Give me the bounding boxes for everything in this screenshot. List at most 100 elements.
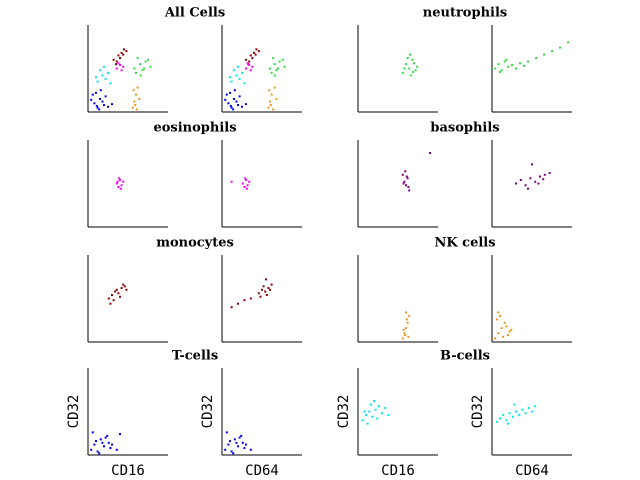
point [115,63,117,66]
point [118,177,121,180]
point [139,74,142,77]
point [245,179,247,182]
panel-title: basophils [430,121,499,136]
point [499,70,501,73]
point [275,69,278,72]
point [403,67,406,70]
point [227,102,230,105]
point [230,306,233,309]
point [248,180,251,183]
point [144,60,147,63]
point [232,452,235,455]
point [361,419,364,422]
point [531,163,533,166]
panel-title: eosinophils [153,121,236,136]
point [134,104,137,107]
point [409,53,411,56]
point [503,321,506,324]
point [233,97,235,100]
point [115,448,118,451]
point [117,62,120,65]
point [149,65,152,68]
point [91,93,94,96]
point [416,65,419,68]
point [230,80,233,83]
point [95,76,97,79]
point [232,108,235,111]
point [101,441,104,444]
point [123,48,125,51]
x-axis-label: CD64 [245,463,279,479]
point [507,334,509,337]
point [135,71,137,74]
point [527,407,530,410]
point [99,438,102,441]
point [229,440,231,443]
panel-title: monocytes [156,236,234,251]
point [246,184,249,187]
point [237,104,239,107]
y-axis-label: CD32 [200,395,216,429]
point [402,182,405,185]
point [268,89,271,92]
point [534,180,537,183]
point [125,288,128,291]
point [542,178,545,181]
point [270,71,273,74]
point [244,177,247,180]
point [543,53,545,56]
point [233,69,235,72]
point [120,287,123,290]
point [243,447,246,450]
point [123,285,126,288]
point [116,180,119,183]
point [245,67,247,70]
point [103,65,105,68]
point [261,288,263,291]
point [523,64,525,67]
point [377,405,380,408]
point [90,448,93,451]
point [235,441,238,444]
point [499,314,501,317]
point [527,60,529,63]
point [408,189,411,192]
point [515,410,517,413]
point [507,422,509,425]
point [406,321,409,324]
point [99,97,101,100]
point [494,337,497,340]
point [548,172,551,175]
point [405,311,407,314]
point [95,440,97,443]
point [281,58,284,61]
point [267,106,270,109]
point [119,179,121,182]
point [505,325,508,328]
point [405,175,408,178]
point [406,57,409,60]
point [408,67,411,70]
point [494,67,497,70]
point [270,283,273,286]
point [117,54,120,57]
point [122,53,125,56]
x-axis-label: CD64 [515,463,549,479]
point [269,67,271,70]
point [510,328,513,331]
point [277,67,279,70]
point [139,63,141,66]
point [567,41,569,44]
point [405,318,408,321]
point [120,69,123,72]
point [120,51,123,54]
point [259,295,262,298]
panel-title: B-cells [440,349,490,364]
y-axis-label: CD32 [470,395,486,429]
point [131,106,134,109]
point [245,187,248,190]
panel-title: neutrophils [423,6,507,21]
point [505,419,508,422]
x-axis-label: CD16 [111,463,145,479]
point [241,71,243,74]
